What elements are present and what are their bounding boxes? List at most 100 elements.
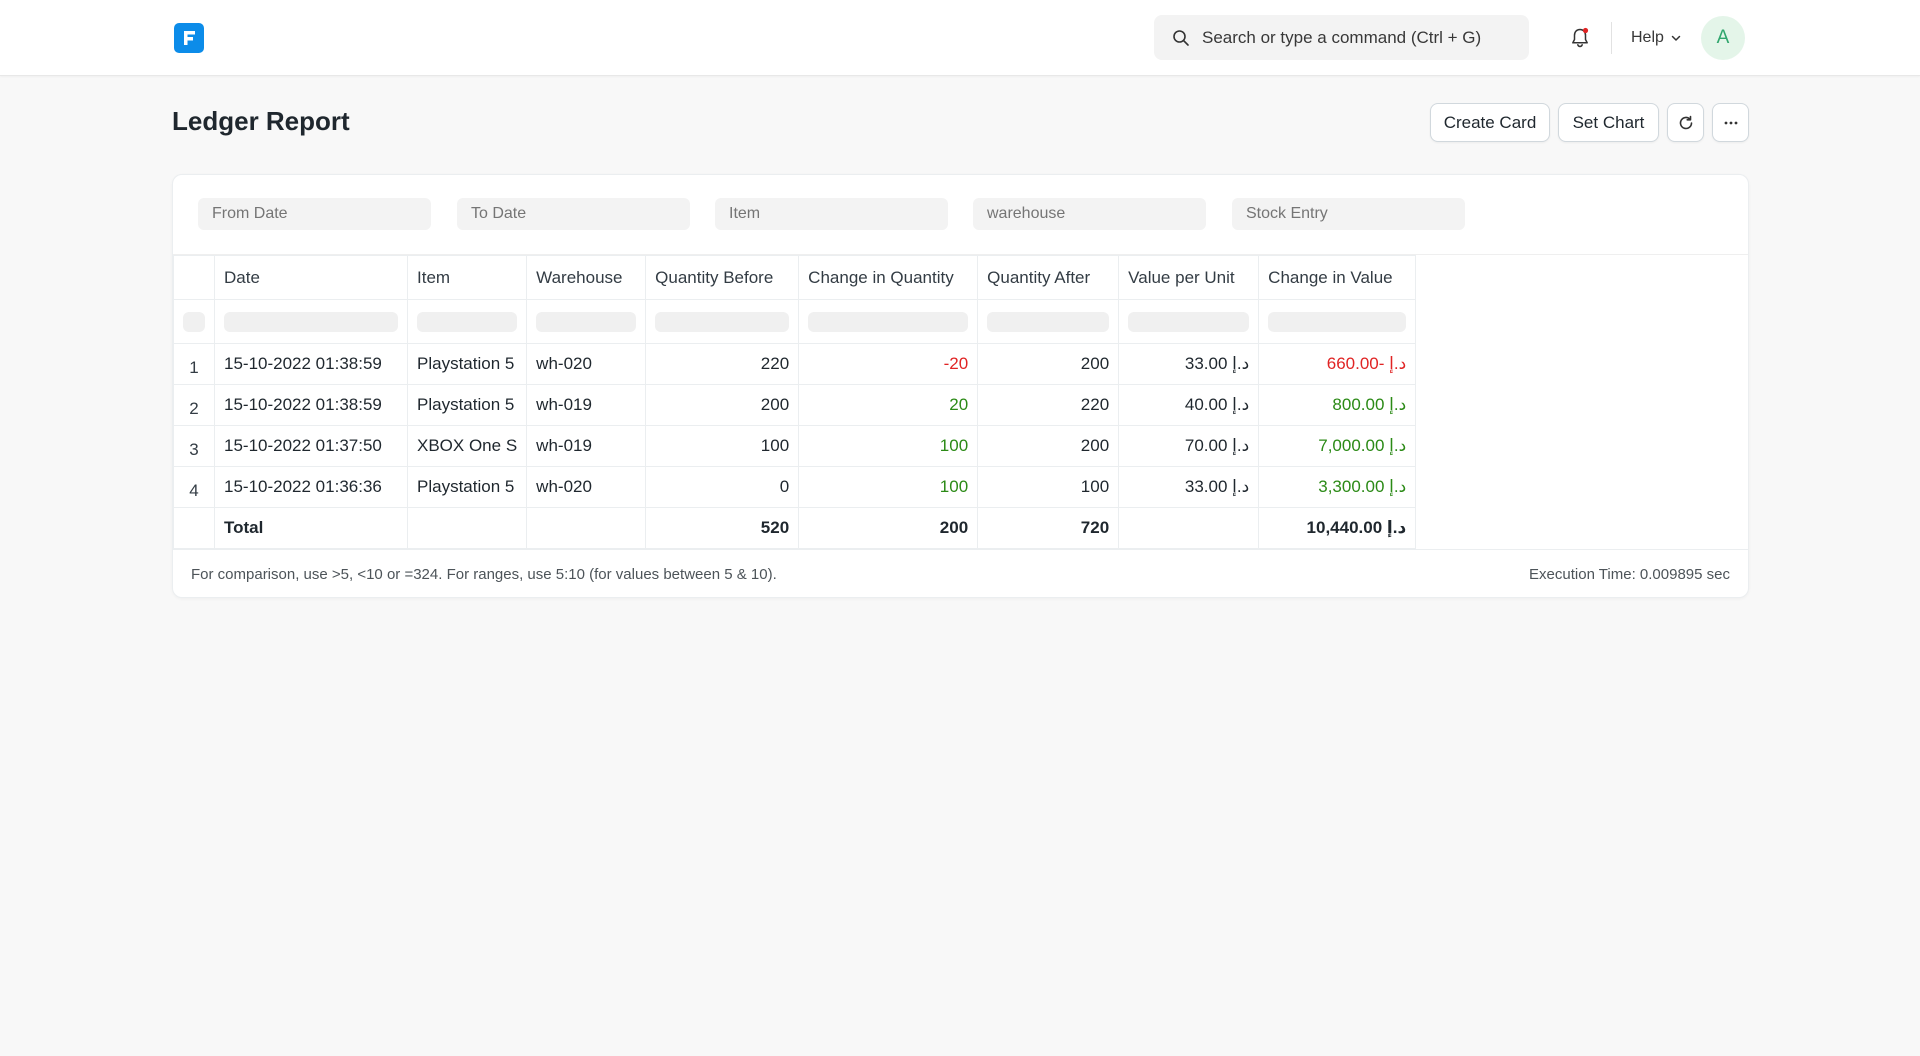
notification-dot (1582, 27, 1589, 34)
execution-time: Execution Time: 0.009895 sec (1529, 566, 1730, 583)
cell-quantity-after[interactable]: 200 (977, 425, 1120, 467)
column-filter-item[interactable] (417, 311, 518, 332)
cell-quantity-before[interactable]: 220 (645, 343, 800, 385)
more-horizontal-icon (1724, 121, 1737, 124)
filter-help-text: For comparison, use >5, <10 or =324. For… (191, 566, 777, 583)
cell-quantity-after[interactable]: 220 (977, 384, 1120, 426)
table-row[interactable]: 1 15-10-2022 01:38:59 Playstation 5 wh-0… (173, 343, 1417, 385)
total-row: Total 520 200 720 10,440.00 د.إ (173, 507, 1417, 549)
column-header-quantity-after[interactable]: Quantity After (977, 255, 1120, 300)
report-card: Date Item Warehouse Quantity Before Chan… (172, 174, 1749, 598)
table-row[interactable]: 2 15-10-2022 01:38:59 Playstation 5 wh-0… (173, 384, 1417, 426)
total-value-per-unit-cell (1118, 507, 1260, 549)
cell-change-in-value[interactable]: 660.00- د.إ (1258, 343, 1417, 385)
cell-quantity-before[interactable]: 200 (645, 384, 800, 426)
help-dropdown[interactable]: Help (1631, 27, 1682, 49)
filter-bar (173, 175, 1748, 255)
help-label: Help (1631, 29, 1664, 46)
cell-value-per-unit[interactable]: 70.00 د.إ (1118, 425, 1260, 467)
column-header-date[interactable]: Date (214, 255, 408, 300)
cell-change-in-quantity[interactable]: 100 (798, 466, 979, 508)
column-header-change-in-value[interactable]: Change in Value (1258, 255, 1417, 300)
total-change-in-value: 10,440.00 د.إ (1258, 507, 1417, 549)
footer-divider (173, 549, 1748, 550)
column-filter-checkbox[interactable] (183, 311, 205, 332)
column-filter-warehouse[interactable] (536, 311, 637, 332)
column-filter-value-per-unit[interactable] (1128, 311, 1250, 332)
column-filter-quantity-before[interactable] (655, 311, 790, 332)
cell-change-in-value[interactable]: 7,000.00 د.إ (1258, 425, 1417, 467)
total-item-cell (406, 507, 528, 549)
total-quantity-after: 720 (977, 507, 1120, 549)
refresh-button[interactable] (1667, 103, 1704, 142)
column-header-value-per-unit[interactable]: Value per Unit (1118, 255, 1260, 300)
cell-item[interactable]: Playstation 5 (406, 343, 528, 385)
cell-value-per-unit[interactable]: 33.00 د.إ (1118, 466, 1260, 508)
row-index: 4 (173, 466, 215, 508)
item-filter[interactable] (715, 198, 948, 230)
cell-quantity-after[interactable]: 100 (977, 466, 1120, 508)
cell-date[interactable]: 15-10-2022 01:38:59 (214, 384, 408, 426)
cell-change-in-value[interactable]: 800.00 د.إ (1258, 384, 1417, 426)
refresh-icon (1679, 115, 1692, 129)
more-actions-button[interactable] (1712, 103, 1749, 142)
search-placeholder: Search or type a command (Ctrl + G) (1202, 27, 1482, 47)
cell-value-per-unit[interactable]: 40.00 د.إ (1118, 384, 1260, 426)
cell-change-in-quantity[interactable]: 100 (798, 425, 979, 467)
column-header-change-in-quantity[interactable]: Change in Quantity (798, 255, 979, 300)
total-warehouse-cell (526, 507, 647, 549)
total-quantity-before: 520 (645, 507, 800, 549)
column-filter-date[interactable] (224, 311, 398, 332)
cell-item[interactable]: Playstation 5 (406, 466, 528, 508)
cell-warehouse[interactable]: wh-020 (526, 466, 647, 508)
column-filter-change-in-quantity[interactable] (808, 311, 969, 332)
column-header-warehouse[interactable]: Warehouse (526, 255, 647, 300)
cell-quantity-before[interactable]: 100 (645, 425, 800, 467)
to-date-filter[interactable] (457, 198, 690, 230)
nav-divider (1611, 22, 1612, 54)
total-index-cell (173, 507, 215, 549)
cell-change-in-value[interactable]: 3,300.00 د.إ (1258, 466, 1417, 508)
table-row[interactable]: 4 15-10-2022 01:36:36 Playstation 5 wh-0… (173, 466, 1417, 508)
page-title: Ledger Report (172, 106, 350, 136)
column-filter-quantity-after[interactable] (987, 311, 1110, 332)
search-icon (1173, 29, 1189, 46)
chevron-down-icon (1671, 35, 1681, 41)
row-index: 1 (173, 343, 215, 385)
header-row: Date Item Warehouse Quantity Before Chan… (173, 255, 1417, 300)
cell-quantity-after[interactable]: 200 (977, 343, 1120, 385)
cell-date[interactable]: 15-10-2022 01:36:36 (214, 466, 408, 508)
bell-icon[interactable] (1568, 26, 1592, 50)
cell-warehouse[interactable]: wh-019 (526, 384, 647, 426)
column-header-item[interactable]: Item (406, 255, 528, 300)
column-filter-row (173, 299, 1417, 344)
frappe-logo-icon[interactable] (174, 23, 204, 53)
set-chart-button[interactable]: Set Chart (1558, 103, 1659, 142)
column-header-index (173, 255, 215, 300)
column-filter-change-in-value[interactable] (1268, 311, 1407, 332)
total-label: Total (214, 507, 408, 549)
cell-date[interactable]: 15-10-2022 01:38:59 (214, 343, 408, 385)
cell-warehouse[interactable]: wh-019 (526, 425, 647, 467)
cell-warehouse[interactable]: wh-020 (526, 343, 647, 385)
total-change-in-quantity: 200 (798, 507, 979, 549)
cell-change-in-quantity[interactable]: 20 (798, 384, 979, 426)
cell-value-per-unit[interactable]: 33.00 د.إ (1118, 343, 1260, 385)
table-row[interactable]: 3 15-10-2022 01:37:50 XBOX One S wh-019 … (173, 425, 1417, 467)
cell-item[interactable]: XBOX One S (406, 425, 528, 467)
cell-item[interactable]: Playstation 5 (406, 384, 528, 426)
cell-date[interactable]: 15-10-2022 01:37:50 (214, 425, 408, 467)
warehouse-filter[interactable] (973, 198, 1206, 230)
cell-change-in-quantity[interactable]: -20 (798, 343, 979, 385)
navbar: Search or type a command (Ctrl + G) Help… (0, 0, 1920, 76)
ledger-table: Date Item Warehouse Quantity Before Chan… (173, 255, 1417, 549)
search-input[interactable]: Search or type a command (Ctrl + G) (1154, 15, 1529, 60)
cell-quantity-before[interactable]: 0 (645, 466, 800, 508)
column-header-quantity-before[interactable]: Quantity Before (645, 255, 800, 300)
create-card-button[interactable]: Create Card (1430, 103, 1550, 142)
from-date-filter[interactable] (198, 198, 431, 230)
row-index: 2 (173, 384, 215, 426)
row-index: 3 (173, 425, 215, 467)
avatar[interactable]: A (1701, 16, 1745, 60)
stock-entry-filter[interactable] (1232, 198, 1465, 230)
